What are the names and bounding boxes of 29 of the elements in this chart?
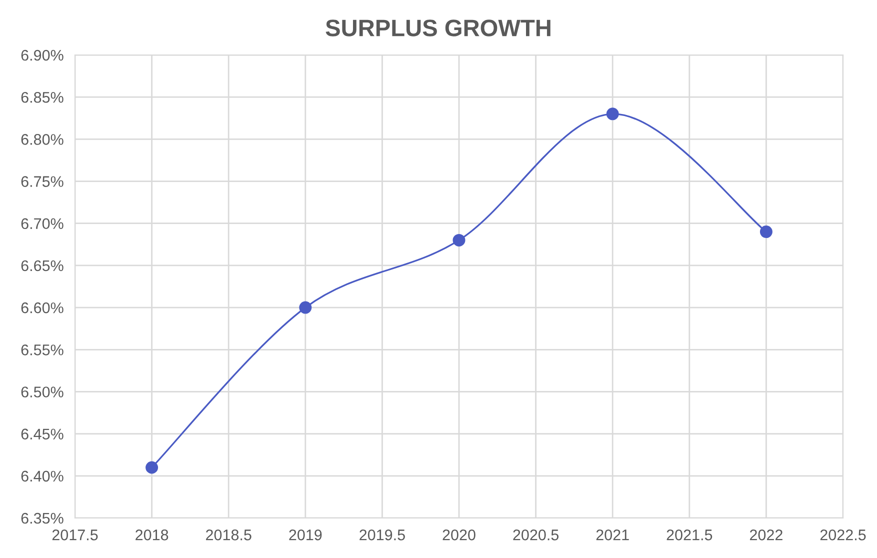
y-tick-label: 6.75% — [21, 176, 64, 187]
y-tick-label: 6.65% — [21, 260, 64, 272]
y-tick-label: 6.50% — [21, 386, 64, 398]
y-tick-label: 6.55% — [21, 344, 64, 356]
x-tick-label: 2020 — [442, 530, 476, 540]
point — [606, 108, 619, 120]
x-tick-label: 2021 — [596, 530, 629, 540]
x-tick-label: 2020.5 — [513, 530, 559, 540]
y-tick-label: 6.90% — [21, 50, 64, 61]
x-tick-label: 2019.5 — [360, 530, 405, 540]
point — [299, 301, 312, 314]
point — [452, 234, 466, 246]
y-tick-label: 6.40% — [21, 470, 64, 482]
y-tick-label: 6.70% — [21, 218, 64, 230]
point — [146, 461, 158, 474]
y-tick-label: 6.80% — [21, 134, 64, 145]
chart-title: SURPLUS GROWTH — [326, 20, 550, 36]
y-tick-label: 6.60% — [21, 302, 64, 314]
x-tick-label: 2021.5 — [666, 530, 712, 540]
x-tick-label: 2019 — [289, 530, 322, 540]
y-tick-label: 6.45% — [21, 428, 64, 440]
y-tick-label: 6.35% — [21, 512, 64, 524]
x-tick-label: 2018 — [136, 530, 168, 540]
x-tick-label: 2018.5 — [206, 530, 252, 540]
x-tick-label: 2017.5 — [52, 530, 98, 540]
x-tick-label: 2022.5 — [820, 530, 866, 540]
y-tick-label: 6.85% — [21, 92, 64, 103]
x-tick-label: 2022 — [750, 530, 782, 540]
point — [760, 226, 772, 238]
